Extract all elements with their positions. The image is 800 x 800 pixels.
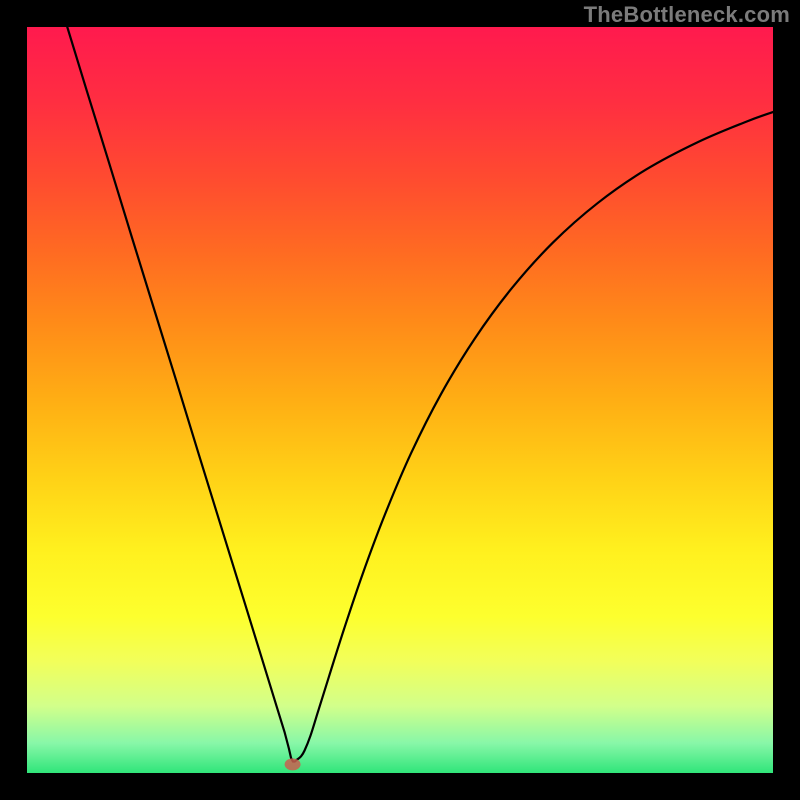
optimum-marker	[285, 758, 301, 770]
watermark-text: TheBottleneck.com	[584, 2, 790, 28]
plot-background	[27, 27, 773, 773]
bottleneck-chart	[0, 0, 800, 800]
chart-stage: TheBottleneck.com	[0, 0, 800, 800]
